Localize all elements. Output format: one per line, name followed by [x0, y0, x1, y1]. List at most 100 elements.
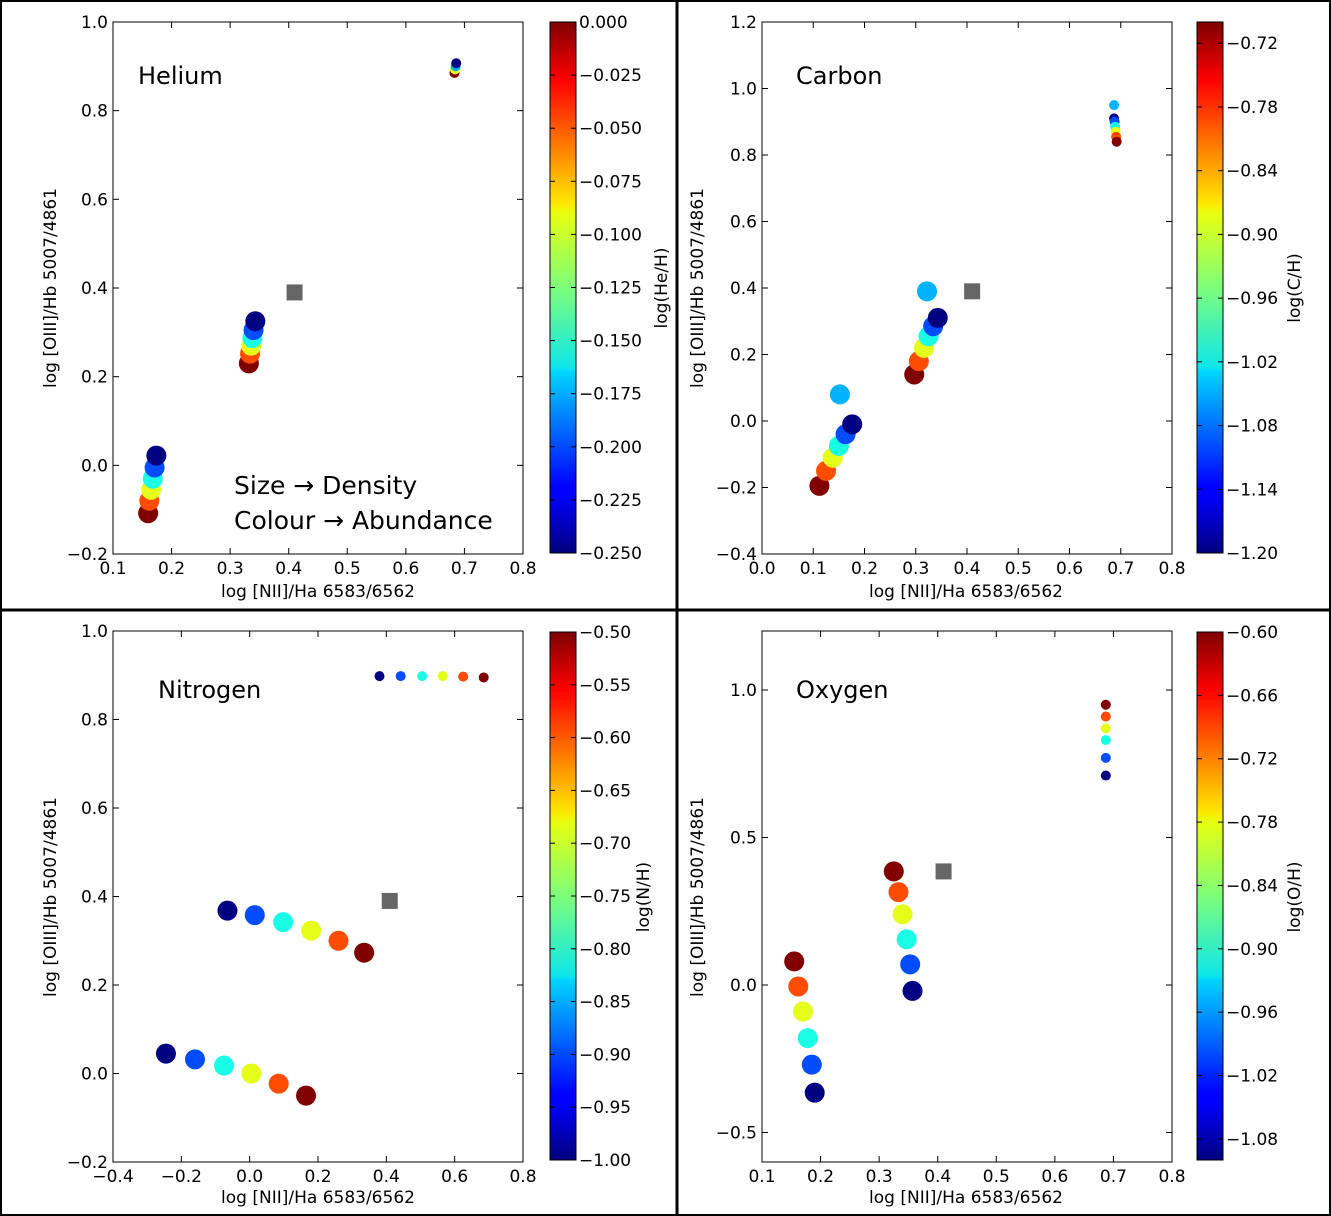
colorbar-tick-label: −0.95 — [579, 1098, 631, 1118]
scatter-point — [1100, 752, 1111, 763]
x-tick-label: −0.4 — [92, 1167, 133, 1187]
scatter-point — [374, 671, 385, 682]
x-tick-label: 0.2 — [158, 559, 185, 579]
colorbar-label: log(O/H) — [1285, 861, 1305, 932]
colorbar-tick-label: −0.80 — [579, 940, 631, 960]
x-tick-label: 0.8 — [1158, 1167, 1185, 1187]
y-tick-label: −0.4 — [716, 545, 757, 565]
y-tick-label: 0.4 — [730, 279, 757, 299]
colorbar-tick-label: −0.78 — [1226, 98, 1278, 118]
colorbar-tick-label: −0.78 — [1226, 813, 1278, 833]
scatter-point — [797, 1028, 818, 1049]
y-tick-labels: −0.4 −0.2 0.0 0.2 0.4 0.6 0.8 1.0 1.2 — [716, 13, 1172, 565]
x-tick-label: 0.8 — [1158, 559, 1185, 579]
colorbar-tick-label: −0.96 — [1226, 1003, 1278, 1023]
colorbar-tick-labels: 0.000 −0.025 −0.050 −0.075 −0.100 −0.125 −0.15… — [550, 13, 642, 564]
colorbar-tick-label: −0.85 — [579, 993, 631, 1013]
scatter-point — [917, 281, 938, 302]
x-tick-label: 0.8 — [509, 1167, 536, 1187]
x-tick-label: 0.5 — [983, 1167, 1010, 1187]
scatter-points — [784, 699, 1111, 1103]
colorbar-label: log(He/H) — [652, 248, 672, 329]
y-tick-label: 1.0 — [730, 80, 757, 100]
x-tick-label: 0.5 — [334, 559, 361, 579]
scatter-point — [902, 980, 923, 1001]
x-tick-labels: 0.1 0.2 0.3 0.4 0.5 0.6 0.7 0.8 — [99, 22, 537, 579]
x-axis-label: log [NII]/Ha 6583/6562 — [869, 1188, 1063, 1208]
scatter-point — [804, 1082, 825, 1103]
colorbar-tick-label: −1.02 — [1226, 353, 1278, 373]
scatter-point — [892, 904, 913, 925]
x-tick-label: 0.2 — [851, 559, 878, 579]
colorbar-tick-label: 0.000 — [579, 13, 628, 33]
scatter-point — [395, 671, 406, 682]
x-tick-label: 0.7 — [1107, 559, 1134, 579]
y-tick-label: 0.0 — [730, 976, 757, 996]
panel-title: Carbon — [796, 62, 882, 90]
scatter-point — [245, 311, 266, 332]
colorbar-tick-labels: −0.60 −0.66 −0.72 −0.78 −0.84 −0.90 −0.96 −1.02… — [1197, 623, 1278, 1150]
colorbar-tick-label: −0.75 — [579, 887, 631, 907]
x-tick-label: 0.8 — [509, 559, 536, 579]
scatter-point — [146, 445, 167, 466]
x-tick-labels: 0.0 0.1 0.2 0.3 0.4 0.5 0.6 0.7 0.8 — [748, 22, 1186, 579]
scatter-point — [301, 920, 322, 941]
scatter-point — [458, 671, 469, 682]
y-tick-label: 0.5 — [730, 829, 757, 849]
colorbar-tick-label: −0.70 — [579, 834, 631, 854]
scatter-point — [244, 905, 265, 926]
colorbar-tick-label: −0.150 — [579, 332, 642, 352]
colorbar-tick-label: −0.60 — [1226, 623, 1278, 643]
x-tick-label: 0.4 — [953, 559, 980, 579]
colorbar-tick-label: −0.175 — [579, 385, 642, 405]
scatter-point — [268, 1073, 289, 1094]
colorbar-tick-label: −1.02 — [1226, 1067, 1278, 1087]
x-tick-label: 0.2 — [304, 1167, 331, 1187]
y-tick-label: 0.8 — [81, 102, 108, 122]
x-axis-label: log [NII]/Ha 6583/6562 — [221, 582, 415, 602]
x-tick-label: 0.4 — [373, 1167, 400, 1187]
scatter-points — [155, 671, 489, 1106]
panel-oxygen: 0.1 0.2 0.3 0.4 0.5 0.6 0.7 0.8 −0.5 0.0 0.5 1.0 O… — [688, 623, 1305, 1208]
colorbar-tick-label: −0.90 — [1226, 940, 1278, 960]
reference-square-marker — [964, 283, 981, 300]
scatter-point — [185, 1049, 205, 1070]
scatter-point — [217, 900, 238, 921]
scatter-points — [809, 100, 1122, 496]
x-tick-label: 0.3 — [217, 559, 244, 579]
scatter-point — [1100, 770, 1111, 781]
scatter-point — [478, 672, 489, 683]
scatter-point — [451, 58, 462, 69]
y-tick-label: −0.2 — [716, 479, 757, 499]
x-tick-label: 0.6 — [441, 1167, 468, 1187]
x-tick-label: 0.1 — [99, 559, 126, 579]
y-tick-label: 0.2 — [81, 976, 108, 996]
x-tick-label: 0.6 — [1041, 1167, 1068, 1187]
scatter-point — [155, 1043, 176, 1064]
colorbar-tick-label: −0.050 — [579, 119, 642, 139]
x-axis-label: log [NII]/Ha 6583/6562 — [221, 1188, 415, 1208]
annotation-colour: Colour → Abundance — [234, 506, 493, 535]
x-tick-label: 0.1 — [800, 559, 827, 579]
colorbar-tick-label: −0.025 — [579, 66, 642, 86]
colorbar-label: log(C/H) — [1285, 253, 1305, 323]
y-tick-label: −0.2 — [67, 1153, 108, 1173]
y-tick-label: 0.4 — [81, 279, 108, 299]
panel-helium: 0.1 0.2 0.3 0.4 0.5 0.6 0.7 0.8 −0.20.00.20.40.… — [41, 13, 672, 602]
colorbar-tick-label: −0.200 — [579, 438, 642, 458]
colorbar-tick-label: −0.225 — [579, 491, 642, 511]
colorbar-tick-label: −1.08 — [1226, 417, 1278, 437]
plot-area-frame — [761, 630, 1173, 1163]
y-tick-label: −0.2 — [67, 545, 108, 565]
y-tick-label: 0.4 — [81, 888, 108, 908]
x-tick-label: 0.2 — [807, 1167, 834, 1187]
panel-carbon: 0.0 0.1 0.2 0.3 0.4 0.5 0.6 0.7 0.8 −0.4−0.20.00… — [688, 13, 1305, 602]
x-tick-label: 0.0 — [748, 559, 775, 579]
scatter-point — [354, 942, 375, 963]
colorbar-tick-label: −0.50 — [579, 623, 631, 643]
colorbar-tick-label: −0.72 — [1226, 750, 1278, 770]
reference-square-marker — [381, 892, 398, 909]
scatter-point — [793, 1001, 813, 1022]
x-tick-label: 0.6 — [1056, 559, 1083, 579]
